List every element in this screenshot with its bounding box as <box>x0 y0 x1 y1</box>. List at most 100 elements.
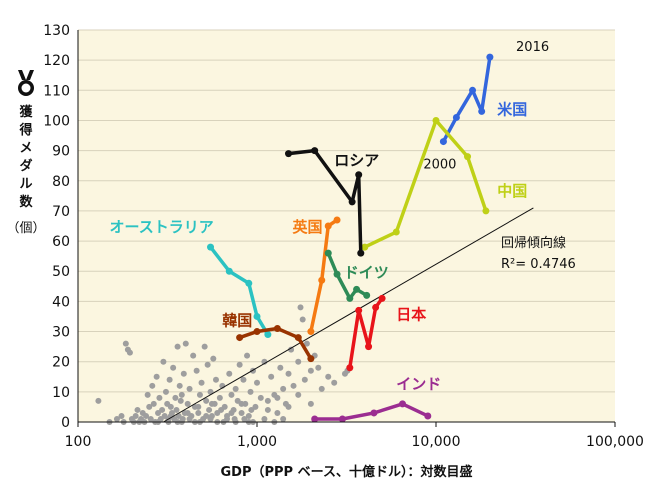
y-tick-label: 80 <box>52 174 70 190</box>
series-label: 英国 <box>293 218 323 236</box>
other-country-point <box>159 406 166 413</box>
series-point <box>264 331 272 339</box>
other-country-point <box>162 388 169 395</box>
y-tick-label: 40 <box>52 294 70 310</box>
other-country-point <box>160 358 167 365</box>
regression-label: 回帰傾向線 <box>501 235 566 251</box>
other-country-point <box>150 400 157 407</box>
y-tick-label: 90 <box>52 144 70 160</box>
other-country-point <box>301 376 308 383</box>
other-country-point <box>186 385 193 392</box>
series-point <box>486 53 494 61</box>
other-country-point <box>172 394 179 401</box>
series-point <box>346 294 354 302</box>
other-country-point <box>195 409 202 416</box>
other-country-point <box>248 406 255 413</box>
other-country-point <box>204 361 211 368</box>
series-point <box>355 171 363 179</box>
regression-line <box>163 207 534 423</box>
series-point <box>363 291 371 299</box>
series-point <box>357 249 365 257</box>
other-country-point <box>315 364 322 371</box>
series-point <box>464 153 472 161</box>
other-country-point <box>226 370 233 377</box>
series-point <box>333 270 341 278</box>
other-country-point <box>184 409 191 416</box>
other-country-point <box>285 403 292 410</box>
country-series <box>207 53 494 423</box>
other-country-point <box>146 403 153 410</box>
y-tick-label: 30 <box>52 325 70 341</box>
series-point <box>324 222 332 230</box>
other-country-point <box>134 406 141 413</box>
other-country-point <box>228 409 235 416</box>
series-point <box>378 294 386 302</box>
series-point <box>372 303 380 311</box>
other-country-point <box>206 406 213 413</box>
series-point <box>318 276 326 284</box>
other-country-point <box>207 415 214 422</box>
axes: 0 10 20 30 40 50 60 70 80 90 100 110 120 130 100 1,000 1… <box>43 23 644 450</box>
y-axis-title-char: メ <box>19 141 32 156</box>
other-country-point <box>295 358 302 365</box>
other-country-point <box>149 382 156 389</box>
series-label: 中国 <box>497 182 527 200</box>
other-country-point <box>232 385 239 392</box>
other-country-point <box>195 403 202 410</box>
other-country-point <box>240 376 247 383</box>
other-country-point <box>144 391 151 398</box>
y-tick-label: 50 <box>52 264 70 280</box>
series-point <box>361 243 369 251</box>
other-country-point <box>196 391 203 398</box>
other-country-point <box>261 415 268 422</box>
y-tick-label: 60 <box>52 234 70 250</box>
medal-icon <box>18 70 34 96</box>
series-point <box>245 279 253 287</box>
series-label: インド <box>396 375 441 393</box>
series-point <box>307 328 315 336</box>
other-country-point <box>203 397 210 404</box>
y-tick-label: 130 <box>43 23 70 39</box>
y-axis-unit: （個） <box>6 221 45 236</box>
other-country-point <box>268 373 275 380</box>
series-point <box>432 116 440 124</box>
series-label: ロシア <box>334 152 379 170</box>
other-country-point <box>236 361 243 368</box>
r-squared-label: R²= 0.4746 <box>501 257 576 272</box>
series-point <box>346 364 354 372</box>
y-tick-label: 20 <box>52 355 70 371</box>
series-point <box>311 415 319 423</box>
other-country-point <box>177 397 184 404</box>
other-country-point <box>190 352 197 359</box>
other-country-point <box>132 412 139 419</box>
other-country-point <box>228 391 235 398</box>
series-label: 米国 <box>497 100 527 118</box>
other-country-point <box>170 364 177 371</box>
other-country-point <box>299 316 306 323</box>
series-point <box>311 147 319 155</box>
other-country-point <box>241 415 248 422</box>
other-country-point <box>210 355 217 362</box>
other-country-point <box>274 394 281 401</box>
y-tick-label: 70 <box>52 204 70 220</box>
other-country-point <box>95 397 102 404</box>
x-tick-label: 1,000 <box>237 434 277 450</box>
year-annotation: 2000 <box>423 158 456 173</box>
series-point <box>469 86 477 94</box>
other-country-point <box>208 400 215 407</box>
other-country-point <box>264 397 271 404</box>
other-country-point <box>182 340 189 347</box>
other-country-point <box>297 304 304 311</box>
other-country-point <box>244 352 251 359</box>
series-point <box>399 400 407 408</box>
other-country-point <box>247 388 254 395</box>
other-country-point <box>295 391 302 398</box>
series-point <box>236 334 244 342</box>
other-country-point <box>303 340 310 347</box>
series-point <box>307 355 315 363</box>
other-country-point <box>174 343 181 350</box>
plot-background <box>78 30 615 422</box>
series-label: ドイツ <box>344 263 389 281</box>
